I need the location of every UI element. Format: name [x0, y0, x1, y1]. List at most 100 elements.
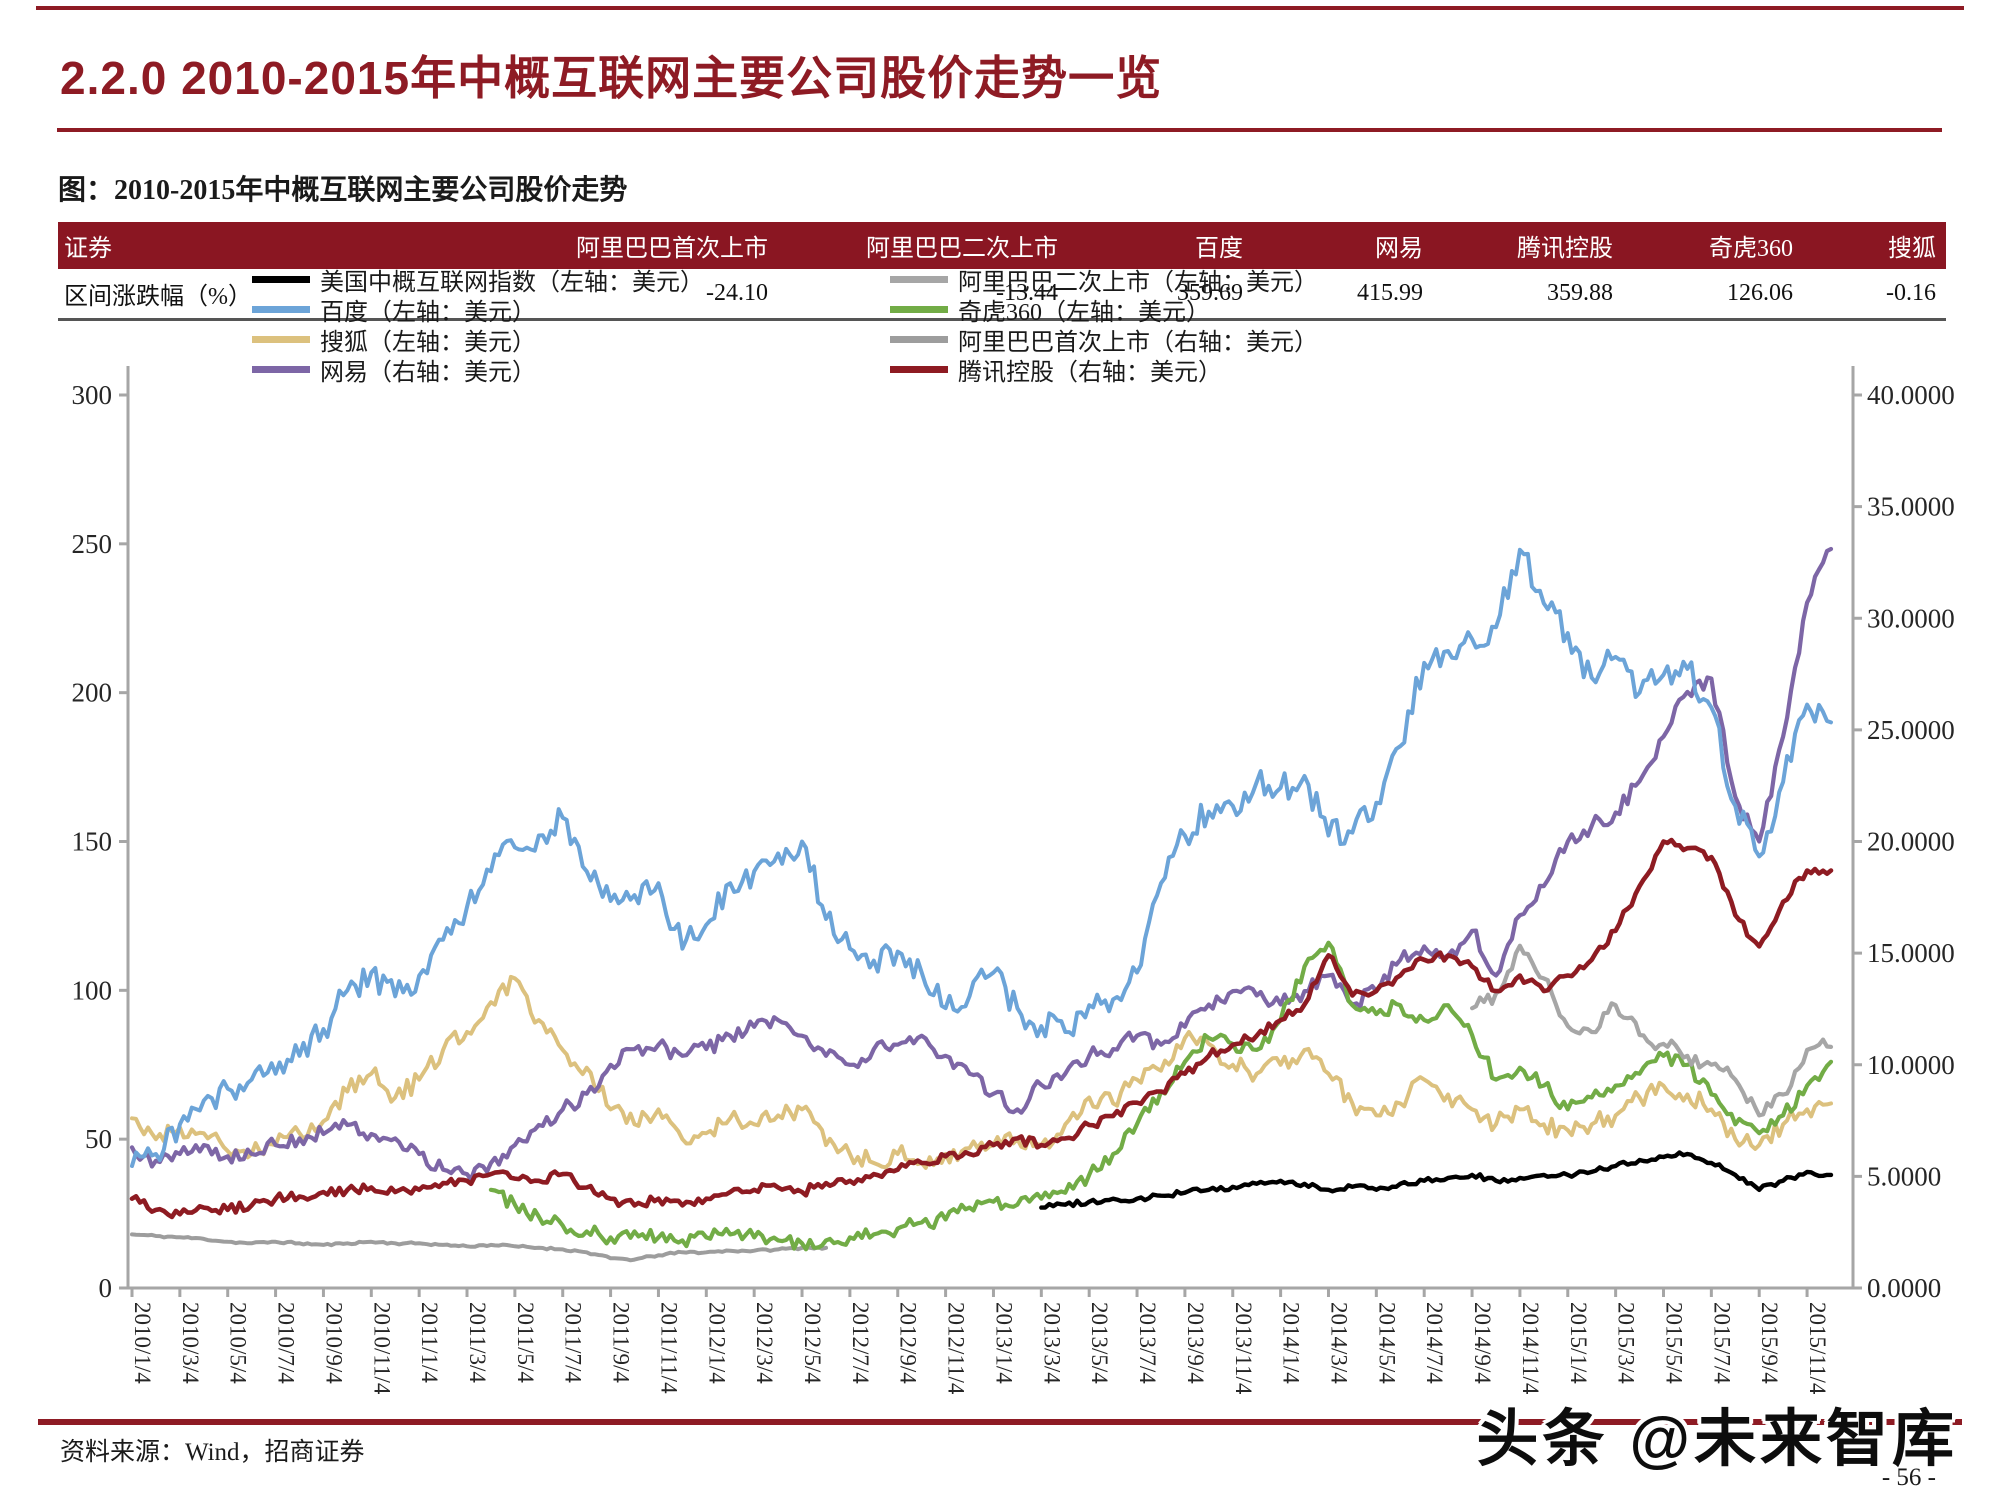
chart-legend: 美国中概互联网指数（左轴：美元） 百度（左轴：美元） 搜狐（左轴：美元） 网易（右轴：…: [0, 258, 2000, 388]
x-axis-date-label: 2012/7/4: [848, 1302, 873, 1384]
table-header-cell: 阿里巴巴二次上市: [778, 222, 1068, 269]
figure-caption: 图：2010-2015年中概互联网主要公司股价走势: [58, 175, 628, 206]
table-value-cell: 126.06: [1623, 269, 1803, 321]
table-value-cell: 359.69: [1068, 269, 1253, 321]
legend-item: 百度（左轴：美元）: [252, 296, 536, 326]
x-axis-date-label: 2011/11/4: [656, 1302, 681, 1394]
legend-item: 阿里巴巴二次上市（左轴：美元）: [890, 266, 1318, 296]
x-axis-date-label: 2011/3/4: [465, 1302, 490, 1383]
x-axis-date-label: 2010/1/4: [130, 1302, 155, 1384]
legend-label: 美国中概互联网指数（左轴：美元）: [320, 269, 704, 296]
x-axis-date-label: 2010/5/4: [226, 1302, 251, 1384]
x-axis-date-label: 2015/11/4: [1805, 1302, 1830, 1395]
source-note: 资料来源：Wind，招商证券: [60, 1439, 365, 1466]
table-value-cell: -0.16: [1803, 269, 1946, 321]
left-axis-tick-label: 200: [72, 678, 113, 708]
legend-item: 阿里巴巴首次上市（右轴：美元）: [890, 326, 1318, 356]
left-axis-tick-label: 50: [85, 1124, 112, 1154]
series-line-index: [1039, 1150, 1834, 1210]
table-header-cell: 搜狐: [1803, 222, 1946, 269]
legend-item: 奇虎360（左轴：美元）: [890, 296, 1210, 326]
x-axis-date-label: 2014/5/4: [1374, 1302, 1399, 1384]
right-axis-tick-label: 35.0000: [1867, 492, 1955, 522]
right-axis-tick-label: 30.0000: [1867, 603, 1955, 633]
legend-item: 搜狐（左轴：美元）: [252, 326, 536, 356]
right-axis-tick-label: 10.0000: [1867, 1050, 1955, 1080]
x-axis-date-label: 2014/9/4: [1470, 1302, 1495, 1384]
x-axis-date-label: 2014/1/4: [1279, 1302, 1304, 1384]
right-axis-tick-label: 15.0000: [1867, 938, 1955, 968]
legend-item: 腾讯控股（右轴：美元）: [890, 356, 1222, 386]
x-axis-date-label: 2013/9/4: [1183, 1302, 1208, 1384]
legend-label: 腾讯控股（右轴：美元）: [958, 359, 1222, 386]
page-number: - 56 -: [1881, 1464, 1936, 1491]
legend-line-swatch: [890, 335, 948, 343]
x-axis-date-label: 2012/9/4: [896, 1302, 921, 1384]
legend-line-swatch: [252, 365, 310, 373]
legend-line-swatch: [252, 275, 310, 283]
x-axis-date-label: 2015/3/4: [1614, 1302, 1639, 1384]
legend-label: 阿里巴巴首次上市（右轴：美元）: [958, 329, 1318, 356]
top-divider: [36, 6, 1964, 10]
x-axis-date-label: 2013/11/4: [1231, 1302, 1256, 1395]
legend-item: 美国中概互联网指数（左轴：美元）: [252, 266, 704, 296]
series-line-sohu: [130, 974, 1833, 1170]
x-axis-date-label: 2015/1/4: [1566, 1302, 1591, 1384]
left-axis-tick-label: 150: [72, 827, 113, 857]
legend-item: 网易（右轴：美元）: [252, 356, 536, 386]
table-value-cell: -24.10: [488, 269, 778, 321]
series-line-netease: [129, 546, 1834, 1182]
series-line-baidu: [130, 547, 1833, 1168]
x-axis-date-label: 2013/7/4: [1135, 1302, 1160, 1384]
x-axis-date-label: 2011/1/4: [417, 1302, 442, 1383]
legend-line-swatch: [890, 365, 948, 373]
table-header-cell: 证券: [58, 222, 488, 269]
series-line-tencent: [129, 837, 1834, 1220]
x-axis-date-label: 2013/5/4: [1087, 1302, 1112, 1384]
left-axis-tick-label: 250: [72, 529, 113, 559]
x-axis-date-label: 2012/5/4: [800, 1302, 825, 1384]
series-line-baba1: [130, 1232, 828, 1263]
table-value-cell: 415.99: [1253, 269, 1433, 321]
table-header-cell: 网易: [1253, 222, 1433, 269]
legend-line-swatch: [890, 305, 948, 313]
legend-line-swatch: [252, 335, 310, 343]
legend-line-swatch: [252, 305, 310, 313]
x-axis-date-label: 2011/9/4: [609, 1302, 634, 1383]
right-axis-tick-label: 40.0000: [1867, 380, 1955, 410]
table-header-cell: 腾讯控股: [1433, 222, 1623, 269]
x-axis-date-label: 2014/11/4: [1518, 1302, 1543, 1395]
left-axis-tick-label: 300: [72, 380, 113, 410]
x-axis-date-label: 2012/11/4: [944, 1302, 969, 1395]
x-axis-date-label: 2014/3/4: [1326, 1302, 1351, 1384]
x-axis-date-label: 2010/3/4: [178, 1302, 203, 1384]
x-axis-date-label: 2013/1/4: [991, 1302, 1016, 1384]
legend-label: 搜狐（左轴：美元）: [320, 329, 536, 356]
table-header-cell: 百度: [1068, 222, 1253, 269]
x-axis-date-label: 2012/1/4: [704, 1302, 729, 1384]
legend-label: 奇虎360（左轴：美元）: [958, 299, 1210, 326]
table-value-cell: 359.88: [1433, 269, 1623, 321]
table-header-row: 证券 阿里巴巴首次上市 阿里巴巴二次上市 百度 网易 腾讯控股 奇虎360 搜狐: [58, 222, 1946, 269]
legend-label: 网易（右轴：美元）: [320, 359, 536, 386]
x-axis-date-label: 2014/7/4: [1422, 1302, 1447, 1384]
right-axis-tick-label: 0.0000: [1867, 1273, 1941, 1303]
x-axis-date-label: 2015/5/4: [1661, 1302, 1686, 1384]
x-axis-date-label: 2012/3/4: [752, 1302, 777, 1384]
x-axis-date-label: 2011/7/4: [561, 1302, 586, 1383]
title-divider: [57, 128, 1942, 132]
x-axis-date-label: 2011/5/4: [513, 1302, 538, 1383]
series-line-baba2: [1470, 943, 1834, 1118]
legend-label: 百度（左轴：美元）: [320, 299, 536, 326]
legend-line-swatch: [890, 275, 948, 283]
right-axis-tick-label: 25.0000: [1867, 715, 1955, 745]
x-axis-date-label: 2015/7/4: [1709, 1302, 1734, 1384]
page-title: 2.2.0 2010-2015年中概互联网主要公司股价走势一览: [60, 52, 1163, 104]
legend-label: 阿里巴巴二次上市（左轴：美元）: [958, 269, 1318, 296]
x-axis-date-label: 2013/3/4: [1039, 1302, 1064, 1384]
watermark: 头条 @未来智库: [1476, 1405, 1958, 1474]
table-header-cell: 阿里巴巴首次上市: [488, 222, 778, 269]
footer-divider: [38, 1419, 1962, 1425]
